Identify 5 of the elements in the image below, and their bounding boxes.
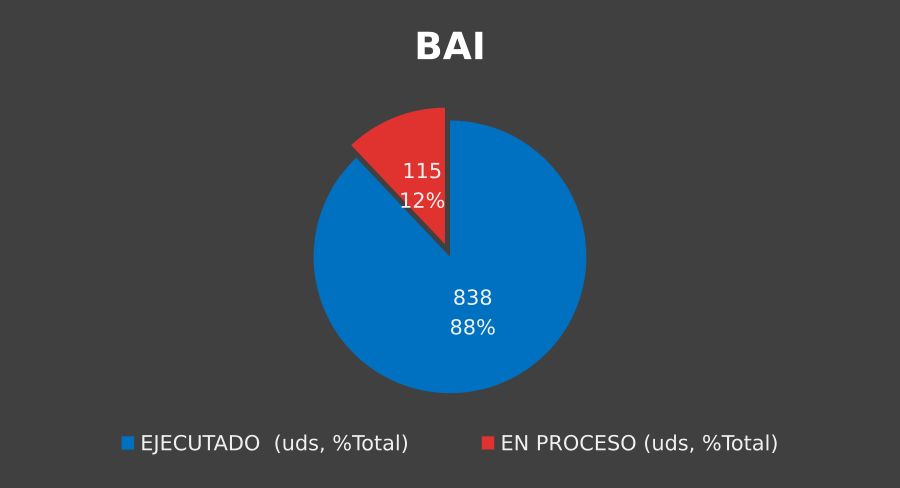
- data-label: 838 88%: [450, 289, 495, 335]
- legend-label: EN PROCESO (uds, %Total): [502, 434, 777, 454]
- chart-title: BAI: [418, 32, 482, 60]
- legend-label: EJECUTADO (uds, %Total): [142, 434, 408, 454]
- data-label: 115 12%: [401, 162, 444, 208]
